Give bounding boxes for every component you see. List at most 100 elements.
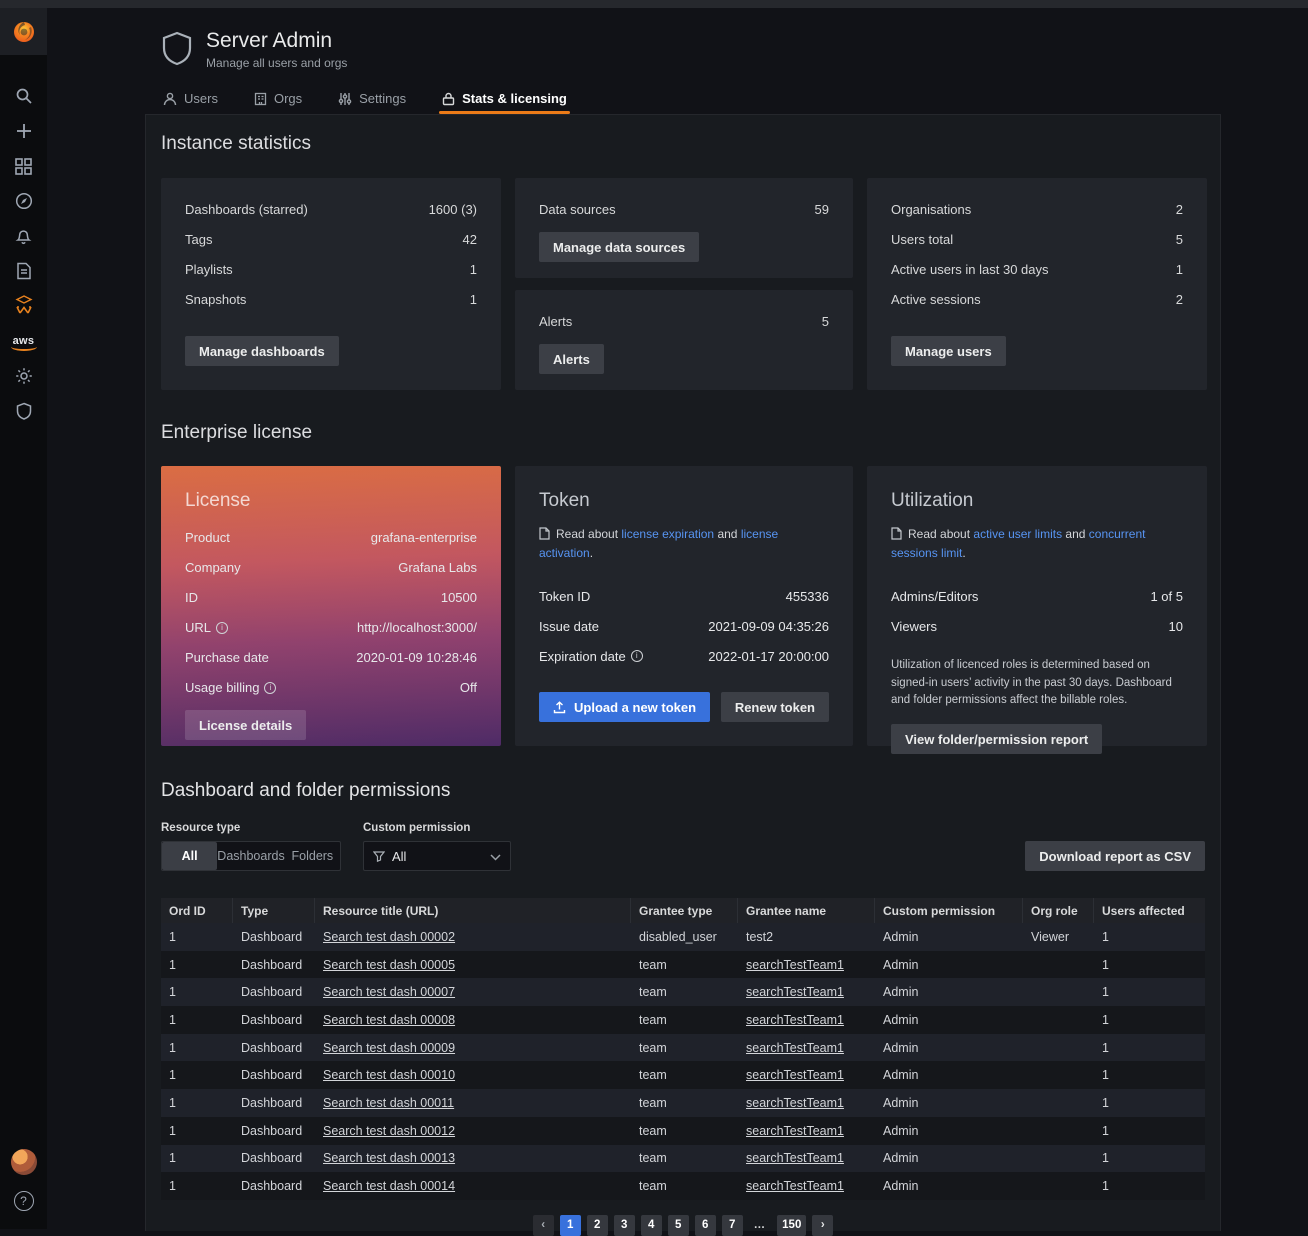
manage-users-button[interactable]: Manage users bbox=[891, 336, 1006, 366]
renew-token-button[interactable]: Renew token bbox=[720, 692, 829, 722]
resource-title-link[interactable]: Search test dash 00014 bbox=[323, 1179, 456, 1194]
active-user-limits-link[interactable]: active user limits bbox=[973, 527, 1063, 541]
license-row: Producti grafana-enterprise bbox=[185, 530, 477, 545]
cell-grantee-type: team bbox=[639, 985, 667, 1000]
license-row-label: Usage billing bbox=[185, 680, 260, 695]
pagination-prev-button[interactable]: ‹ bbox=[532, 1214, 554, 1236]
grantee-name[interactable]: searchTestTeam1 bbox=[746, 1151, 844, 1166]
tab-orgs[interactable]: Orgs bbox=[251, 91, 305, 114]
pagination-page-button[interactable]: 7 bbox=[721, 1214, 743, 1236]
tab-users[interactable]: Users bbox=[160, 91, 221, 114]
resource-title-link[interactable]: Search test dash 00002 bbox=[323, 929, 456, 944]
upload-new-token-button[interactable]: Upload a new token bbox=[539, 692, 711, 722]
cell-type: Dashboard bbox=[241, 1068, 303, 1083]
explore-compass-icon[interactable] bbox=[13, 190, 35, 212]
col-header-custom-permission: Custom permission bbox=[875, 898, 1023, 923]
grantee-name[interactable]: searchTestTeam1 bbox=[746, 1123, 844, 1138]
info-icon: i bbox=[264, 681, 277, 694]
license-expiration-link[interactable]: license expiration bbox=[621, 527, 715, 541]
pagination-page-button[interactable]: 6 bbox=[694, 1214, 716, 1236]
grantee-name[interactable]: searchTestTeam1 bbox=[746, 957, 844, 972]
grantee-name[interactable]: searchTestTeam1 bbox=[746, 1179, 844, 1194]
stat-value: 5 bbox=[1175, 232, 1183, 247]
grantee-name[interactable]: searchTestTeam1 bbox=[746, 1068, 844, 1083]
cell-ord-id: 1 bbox=[169, 1012, 176, 1027]
license-row-value: Grafana Labs bbox=[398, 560, 477, 575]
resource-type-option[interactable]: Dashboards bbox=[217, 849, 285, 863]
aws-icon[interactable]: aws bbox=[10, 335, 38, 351]
grantee-name[interactable]: test2 bbox=[746, 929, 774, 944]
stat-label: Active users in last 30 days bbox=[891, 262, 1049, 277]
license-row-value: 2020-01-09 10:28:46 bbox=[356, 650, 477, 665]
stat-label: Organisations bbox=[891, 202, 972, 217]
tab-stats-licensing[interactable]: Stats & licensing bbox=[439, 91, 570, 114]
pagination-next-button[interactable]: › bbox=[812, 1214, 834, 1236]
resource-type-option[interactable]: Folders bbox=[291, 849, 334, 863]
plus-icon[interactable] bbox=[13, 120, 35, 142]
pagination-page-button[interactable]: 150 bbox=[777, 1214, 807, 1236]
resource-title-link[interactable]: Search test dash 00013 bbox=[323, 1151, 456, 1166]
col-header-type: Type bbox=[233, 898, 315, 923]
cell-custom-permission: Admin bbox=[883, 957, 919, 972]
resource-title-link[interactable]: Search test dash 00011 bbox=[323, 1095, 455, 1110]
grantee-name[interactable]: searchTestTeam1 bbox=[746, 1012, 844, 1027]
utilization-card-title: Utilization bbox=[891, 490, 974, 511]
stat-row: Snapshots 1 bbox=[185, 292, 477, 307]
pagination-page-button[interactable]: 4 bbox=[640, 1214, 662, 1236]
dashboards-stat-rows: Dashboards (starred) 1600 (3) Tags 42 Pl… bbox=[185, 202, 477, 322]
docs-page-icon[interactable] bbox=[13, 260, 35, 282]
license-details-button[interactable]: License details bbox=[185, 710, 307, 740]
resource-title-link[interactable]: Search test dash 00008 bbox=[323, 1012, 456, 1027]
concurrent-sessions-limit-link[interactable]: concurrent sessions limit bbox=[891, 527, 1146, 561]
resource-title-link[interactable]: Search test dash 00007 bbox=[323, 985, 456, 1000]
custom-permission-dropdown[interactable]: All bbox=[363, 841, 511, 871]
cell-type: Dashboard bbox=[241, 985, 303, 1000]
resource-title-link[interactable]: Search test dash 00010 bbox=[323, 1068, 456, 1083]
pagination-page-button[interactable]: 5 bbox=[667, 1214, 689, 1236]
tab-settings[interactable]: Settings bbox=[335, 91, 409, 114]
resource-title-link[interactable]: Search test dash 00009 bbox=[323, 1040, 456, 1055]
cell-grantee-type: team bbox=[639, 957, 667, 972]
token-card-title: Token bbox=[539, 490, 590, 511]
resource-title-link[interactable]: Search test dash 00012 bbox=[323, 1123, 456, 1138]
grantee-name[interactable]: searchTestTeam1 bbox=[746, 1040, 844, 1055]
pagination-page-button[interactable]: 3 bbox=[613, 1214, 635, 1236]
pagination-page-button[interactable]: 2 bbox=[586, 1214, 608, 1236]
sliders-icon bbox=[338, 92, 352, 105]
license-activation-link[interactable]: license activation bbox=[539, 527, 779, 561]
manage-data-sources-button[interactable]: Manage data sources bbox=[539, 232, 700, 262]
token-read-about: Read about license expiration and licens… bbox=[539, 526, 829, 563]
settings-gear-icon[interactable] bbox=[13, 365, 35, 387]
admin-shield-icon[interactable] bbox=[13, 400, 35, 422]
cell-org-role: Viewer bbox=[1031, 929, 1069, 944]
grantee-name[interactable]: searchTestTeam1 bbox=[746, 985, 844, 1000]
grafana-logo[interactable] bbox=[0, 8, 47, 55]
pagination: ‹ 1 2 3 4 5 6 7 … bbox=[161, 1214, 1205, 1236]
dashboards-stats-card: Dashboards (starred) 1600 (3) Tags 42 Pl… bbox=[161, 178, 501, 390]
enterprise-license-heading: Enterprise license bbox=[161, 422, 313, 443]
alerts-row: Alerts 5 bbox=[539, 314, 829, 329]
utilization-row-value: 1 of 5 bbox=[1150, 588, 1183, 604]
alerts-value: 5 bbox=[821, 314, 829, 329]
view-folder-permission-report-button[interactable]: View folder/permission report bbox=[891, 724, 1103, 755]
help-icon[interactable]: ? bbox=[13, 1191, 34, 1211]
stat-row: Active users in last 30 days 1 bbox=[891, 262, 1183, 277]
resource-title-link[interactable]: Search test dash 00005 bbox=[323, 957, 456, 972]
pagination-page-button[interactable]: … bbox=[753, 1219, 767, 1232]
managed-grafana-icon[interactable] bbox=[13, 295, 35, 317]
resource-type-option[interactable]: All bbox=[162, 842, 218, 870]
utilization-row-label: Admins/Editors bbox=[891, 588, 979, 604]
manage-dashboards-button[interactable]: Manage dashboards bbox=[185, 336, 339, 366]
user-avatar[interactable] bbox=[10, 1149, 37, 1175]
pagination-page-button[interactable]: 1 bbox=[559, 1214, 581, 1236]
download-report-csv-button[interactable]: Download report as CSV bbox=[1025, 841, 1205, 871]
alerting-bell-icon[interactable] bbox=[13, 225, 35, 247]
grantee-name[interactable]: searchTestTeam1 bbox=[746, 1095, 844, 1110]
search-icon[interactable] bbox=[13, 85, 35, 107]
stat-label: Snapshots bbox=[185, 292, 247, 307]
cell-users-affected: 1 bbox=[1102, 1151, 1109, 1166]
dashboards-icon[interactable] bbox=[13, 155, 35, 177]
alerts-button[interactable]: Alerts bbox=[539, 344, 604, 374]
main-area: Server Admin Manage all users and orgs U… bbox=[47, 8, 1308, 1236]
permissions-heading: Dashboard and folder permissions bbox=[161, 780, 451, 801]
